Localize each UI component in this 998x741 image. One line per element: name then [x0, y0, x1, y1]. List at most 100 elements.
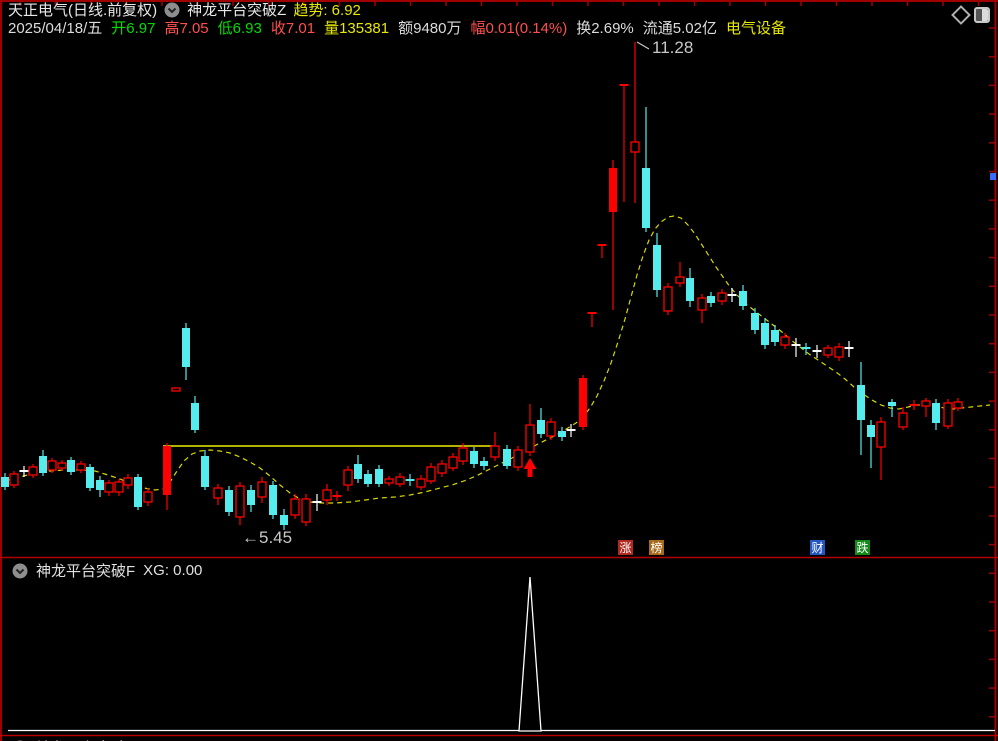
candle-body-down	[225, 490, 233, 512]
quote-field-3: 低6.93	[217, 19, 262, 37]
quote-field-9: 流通5.02亿	[642, 19, 717, 37]
sub-indicator-name[interactable]: 神龙平台突破F	[36, 563, 136, 580]
window-controls	[951, 5, 990, 25]
candle-body-hollow-up	[513, 449, 523, 468]
candle-body-down	[364, 474, 372, 484]
candle-body-hollow-up	[876, 421, 886, 448]
high-pointer	[636, 41, 650, 50]
candle-body-hollow-up	[57, 462, 67, 469]
candle-body-hollow-up	[47, 460, 57, 471]
quote-field-8: 换2.69%	[576, 19, 634, 37]
low-annotation: ←5.45	[242, 528, 292, 547]
candle-body-down	[932, 403, 940, 423]
candle-body-down	[96, 480, 104, 490]
candle-body-hollow-up	[630, 141, 640, 153]
candle-body-down	[558, 431, 566, 437]
title-bar: 天正电气(日线.前复权) 神龙平台突破Z 趋势: 6.92	[8, 1, 361, 19]
candle-body-hollow-up	[143, 491, 153, 503]
candle-body-down	[503, 449, 511, 466]
candle-body-hollow-up	[921, 400, 931, 407]
candle-body-down	[280, 515, 288, 525]
candle-body-down	[888, 402, 896, 406]
candle-body-down	[739, 291, 747, 306]
candle-body-down	[67, 460, 75, 472]
candle-body-hollow-up	[301, 498, 311, 523]
candle-body-down	[247, 490, 255, 505]
bottom-indicator-name[interactable]: 神龙平台突破	[36, 737, 126, 741]
candle-body-hollow-up	[416, 478, 426, 488]
candle-body-hollow-up	[898, 412, 908, 428]
candle-body-solid-up	[609, 168, 617, 212]
buy-arrow-icon	[523, 458, 537, 477]
candle-body-down	[686, 278, 694, 301]
candle-body-hollow-up	[546, 421, 556, 437]
quote-field-10: 电气设备	[725, 19, 786, 37]
candle-body-down	[751, 313, 759, 330]
sub-indicator-header: 神龙平台突破F XG: 0.00	[12, 560, 202, 581]
xg-signal-spike	[518, 576, 542, 732]
hot-label-3[interactable]: 跌	[855, 540, 870, 555]
candle-body-hollow-up	[437, 463, 447, 474]
candle-body-hollow-up	[943, 402, 953, 427]
candle-body-hollow-up	[114, 481, 124, 493]
candle-body-down	[134, 477, 142, 507]
main-indicator-name[interactable]: 神龙平台突破Z	[187, 2, 287, 19]
quote-field-1: 开6.97	[111, 19, 156, 37]
candle-body-hollow-up	[123, 477, 133, 486]
candle-body-solid-up	[163, 446, 171, 495]
stock-title: 天正电气(日线.前复权)	[8, 2, 158, 19]
candle-body-down	[1, 477, 9, 487]
chevron-down-icon[interactable]	[164, 2, 180, 18]
candle-body-hollow-up	[675, 276, 685, 284]
hot-label-0[interactable]: 涨	[618, 540, 633, 555]
candle-body-down	[86, 467, 94, 488]
candle-body-hollow-up	[834, 346, 844, 358]
scale-marker	[990, 173, 996, 180]
diamond-icon[interactable]	[951, 5, 971, 25]
panel-toggle-icon[interactable]	[974, 7, 990, 23]
candle-body-hollow-up	[9, 473, 19, 486]
candle-body-down	[537, 420, 545, 434]
quote-field-0: 2025/04/18/五	[8, 19, 103, 37]
candle-body-hollow-up	[953, 401, 963, 409]
hot-label-2[interactable]: 财	[810, 540, 825, 555]
candle-body-down	[480, 461, 488, 466]
candle-body-hollow-up	[104, 482, 114, 493]
ma-line	[4, 215, 991, 504]
quote-field-7: 幅0.01(0.14%)	[470, 19, 568, 37]
chevron-down-icon[interactable]	[12, 563, 28, 579]
candle-body-hollow-up	[384, 478, 394, 484]
candle-body-hollow-up	[448, 456, 458, 469]
candle-body-hollow-up	[426, 466, 436, 482]
candle-body-down	[867, 425, 875, 437]
quote-field-6: 额9480万	[398, 19, 462, 37]
trend-value: 趋势: 6.92	[293, 2, 361, 19]
candle-body-down	[191, 403, 199, 430]
candle-body-down	[771, 330, 779, 342]
candle-body-hollow-up	[76, 463, 86, 471]
candle-body-hollow-up	[235, 485, 245, 518]
candle-body-down	[182, 328, 190, 367]
candle-body-down	[375, 469, 383, 484]
candle-body-down	[269, 485, 277, 515]
high-annotation: 11.28	[652, 38, 693, 57]
candle-body-hollow-up	[395, 476, 405, 485]
hot-label-1[interactable]: 榜	[649, 540, 664, 555]
candle-body-hollow-up	[458, 447, 468, 462]
candle-body-hollow-up	[257, 481, 267, 498]
candle-body-solid-up	[579, 378, 587, 427]
candle-body-down	[761, 323, 769, 345]
candle-body-down	[707, 296, 715, 303]
quote-field-2: 高7.05	[164, 19, 209, 37]
candle-body-down	[39, 456, 47, 473]
bottom-indicator-header: 神龙平台突破 0.00 0.00	[12, 737, 197, 741]
candle-body-hollow-up	[717, 292, 727, 302]
panel-toggle-fill	[982, 9, 988, 21]
candle-body-hollow-up	[290, 498, 300, 516]
quote-field-4: 收7.01	[270, 19, 316, 37]
candle-body-hollow-up	[322, 489, 332, 501]
candle-body-hollow-up	[28, 466, 38, 476]
candle-body-down	[653, 245, 661, 290]
